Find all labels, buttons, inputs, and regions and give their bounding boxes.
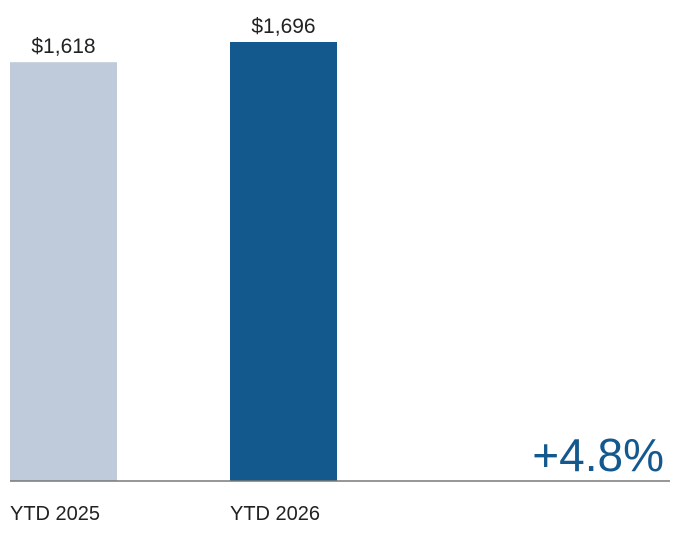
value-labels-group: $1,618 $1,696 <box>31 15 315 58</box>
bars-group <box>10 42 337 482</box>
value-label-2: $1,696 <box>251 15 315 38</box>
bar-2 <box>230 42 337 481</box>
percent-change-annotation: +4.8% <box>532 429 664 481</box>
category-label-1: YTD 2025 <box>10 503 100 525</box>
bar-1 <box>10 62 117 482</box>
category-labels-group: YTD 2025 YTD 2026 <box>10 503 320 525</box>
category-label-2: YTD 2026 <box>230 503 320 525</box>
value-label-1: $1,618 <box>31 35 95 58</box>
